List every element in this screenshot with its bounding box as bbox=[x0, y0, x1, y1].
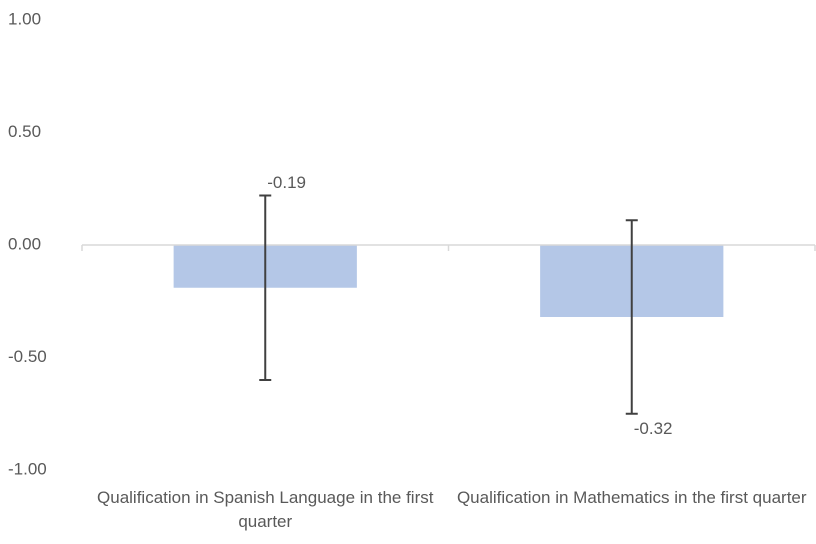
data-label: -0.19 bbox=[267, 173, 306, 192]
data-label: -0.32 bbox=[634, 419, 673, 438]
y-tick-label: 0.50 bbox=[8, 122, 41, 141]
error-bar bbox=[625, 219, 638, 415]
y-tick-label: 1.00 bbox=[8, 9, 41, 28]
y-tick-label: -0.50 bbox=[8, 347, 47, 366]
y-tick-label: 0.00 bbox=[8, 234, 41, 253]
x-tick-label: Qualification in Spanish Language in the… bbox=[97, 488, 434, 531]
y-tick-label: -1.00 bbox=[8, 459, 47, 478]
x-tick-label: Qualification in Mathematics in the firs… bbox=[456, 488, 807, 507]
error-bar bbox=[259, 194, 272, 381]
